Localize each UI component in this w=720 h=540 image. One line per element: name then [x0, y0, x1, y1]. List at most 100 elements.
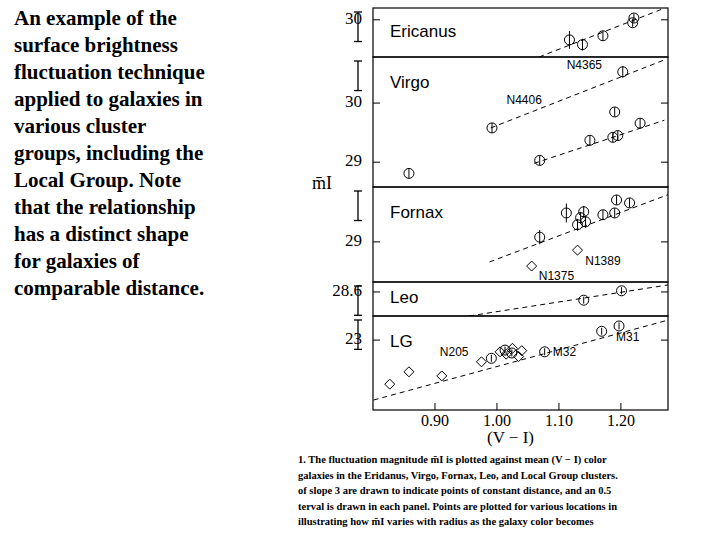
interval-cap [354, 90, 362, 91]
panel: 30Ericanus [345, 8, 668, 57]
interval-bar [354, 61, 362, 91]
x-tick-label: 0.90 [421, 412, 449, 429]
panel-frame [373, 282, 668, 316]
x-tick [434, 403, 435, 410]
interval-cap [354, 319, 362, 320]
panel: 29 30 Virgo N4365 N4406 [345, 57, 668, 187]
y-axis-label: m̄I [312, 173, 332, 193]
error-bar [633, 14, 634, 22]
slide-text: comparable distance. [14, 276, 204, 300]
point [385, 379, 395, 389]
y-tick [661, 19, 668, 20]
point [561, 208, 571, 218]
interval-bar [354, 320, 362, 349]
plot-area [490, 195, 668, 271]
point [535, 232, 545, 242]
slide-text: An example of the [14, 6, 177, 30]
error-bar [602, 31, 603, 40]
fit-line [469, 285, 668, 316]
error-bar [640, 118, 641, 127]
y-tick-label: 29 [345, 231, 362, 250]
caption-line: illustrating how m̄I varies with radius … [298, 516, 594, 527]
interval-cap [354, 190, 362, 191]
slide-text: that the relationship [14, 195, 196, 219]
panel-frame [373, 187, 668, 282]
panel: 29FornaxN1389N1375 [345, 187, 668, 283]
point [579, 207, 589, 217]
plot-area [469, 285, 668, 316]
caption-line: galaxies in the Eridanus, Virgo, Fornax,… [298, 470, 618, 481]
y-tick-label: 30 [345, 9, 362, 28]
annotation: N4406 [507, 93, 543, 107]
y-tick [661, 291, 668, 292]
point [437, 371, 447, 381]
interval-line [357, 61, 358, 91]
slide-text: various cluster [14, 114, 146, 138]
error-bar [569, 31, 570, 49]
slide-text: fluctuation technique [14, 60, 205, 84]
error-bar [408, 169, 409, 178]
interval-bar [354, 12, 362, 42]
slide-text: has a distinct shape [14, 222, 188, 246]
error-bar [617, 131, 618, 140]
error-bar [544, 348, 545, 355]
point [610, 107, 620, 117]
error-bar [511, 349, 512, 356]
panel-frame [373, 316, 668, 410]
error-bar [601, 328, 602, 335]
point [404, 168, 414, 178]
error-bar [629, 198, 630, 207]
error-bar [583, 297, 584, 304]
interval-line [357, 191, 358, 221]
interval-cap [354, 41, 362, 42]
y-tick [661, 103, 668, 104]
y-tick [661, 241, 668, 242]
interval-cap [354, 315, 362, 316]
plot-area [374, 320, 668, 400]
annotation: M31 [616, 330, 640, 344]
y-tick-label: 23 [345, 329, 362, 348]
y-tick [373, 162, 380, 163]
panel-title: Virgo [390, 73, 429, 92]
point [614, 321, 624, 331]
y-tick-label: 30 [345, 92, 362, 111]
interval-cap [354, 60, 362, 61]
interval-line [357, 320, 358, 349]
fit-line [539, 8, 665, 57]
point [577, 40, 587, 50]
point [404, 367, 414, 377]
caption-line: of slope 3 are drawn to indicate points … [298, 485, 611, 496]
panel: 28.6Leo [332, 281, 668, 316]
slide-text: surface brightness [14, 33, 178, 57]
plot-area [404, 60, 664, 178]
x-tick [496, 403, 497, 410]
fit-line [374, 320, 668, 400]
point [573, 245, 583, 255]
x-tick-label: 1.20 [607, 412, 635, 429]
annotation: N1389 [585, 254, 621, 268]
caption-line: 1. The fluctuation magnitude m̄I is plot… [298, 454, 607, 466]
panel: 23LGN205M32M310.901.001.101.20(V − I) [345, 316, 668, 447]
x-axis-label: (V − I) [487, 428, 534, 447]
y-tick [373, 103, 380, 104]
error-bar [491, 355, 492, 362]
error-bar [616, 195, 617, 204]
y-tick-label: 29 [345, 151, 362, 170]
y-tick [661, 340, 668, 341]
annotation: N1375 [539, 269, 575, 283]
slide: An example of the surface brightness fluct… [0, 0, 720, 540]
plot-area [539, 8, 665, 57]
error-bar [614, 107, 615, 116]
point [517, 346, 527, 356]
point [527, 261, 537, 271]
point [507, 348, 517, 358]
point [585, 135, 595, 145]
error-bar [602, 210, 603, 219]
y-tick [373, 241, 380, 242]
error-bar [614, 208, 615, 217]
point [597, 326, 607, 336]
point [598, 31, 608, 41]
x-tick-label: 1.10 [545, 412, 573, 429]
interval-line [357, 12, 358, 42]
annotation: N4365 [567, 58, 603, 72]
